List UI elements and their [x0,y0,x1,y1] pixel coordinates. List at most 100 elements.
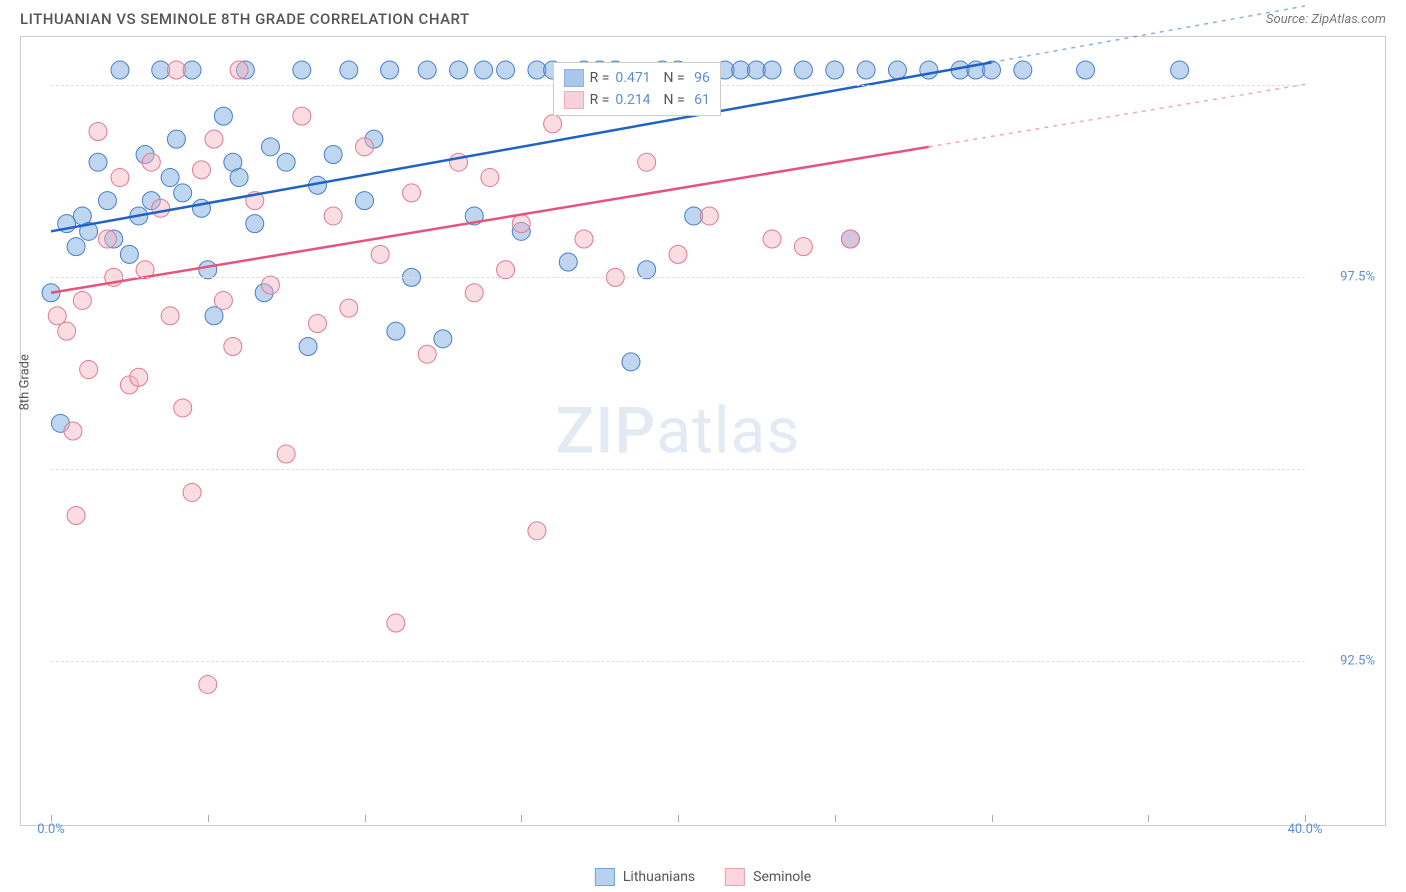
legend-r-value: 0.471 [615,70,650,86]
scatter-point [64,422,82,440]
legend-n-label: N = [657,70,685,86]
scatter-point [324,146,342,164]
legend-swatch [725,868,745,886]
plot-area: ZIPatlas 92.5%97.5%0.0%40.0%R =0.471 N =… [51,47,1305,815]
legend-item: Lithuanians [595,868,695,886]
gridline-h [51,277,1305,278]
x-tick [1148,815,1149,822]
x-tick-label: 40.0% [1288,822,1323,837]
scatter-point [230,61,248,79]
scatter-point [387,614,405,632]
scatter-point [174,399,192,417]
scatter-point [58,322,76,340]
x-tick [1305,815,1306,822]
scatter-point [794,238,812,256]
scatter-point [888,61,906,79]
scatter-point [622,353,640,371]
scatter-point [89,153,107,171]
chart-container: 8th Grade ZIPatlas 92.5%97.5%0.0%40.0%R … [20,36,1386,826]
scatter-point [111,169,129,187]
scatter-point [48,307,66,325]
scatter-point [763,230,781,248]
scatter-point [450,61,468,79]
scatter-point [261,276,279,294]
y-tick-label: 97.5% [1315,270,1375,285]
legend-n-label: N = [657,92,685,108]
x-tick [835,815,836,822]
scatter-point [98,230,116,248]
legend-swatch [564,91,584,109]
scatter-point [261,138,279,156]
scatter-point [381,61,399,79]
x-tick [365,815,366,822]
source-attribution: Source: ZipAtlas.com [1266,12,1386,27]
scatter-point [638,261,656,279]
y-axis-label: 8th Grade [18,354,33,410]
scatter-point [98,192,116,210]
scatter-point [475,61,493,79]
scatter-point [403,184,421,202]
scatter-point [497,261,515,279]
scatter-point [73,291,91,309]
x-tick [521,815,522,822]
scatter-point [174,184,192,202]
legend-row: R = 0.214 N = 61 [564,89,710,111]
scatter-point [497,61,515,79]
trend-line [51,62,992,231]
scatter-point [841,230,859,248]
scatter-point [1171,61,1189,79]
correlation-legend: R =0.471 N = 96R =0.214 N = 61 [553,62,721,116]
scatter-point [199,675,217,693]
legend-label: Lithuanians [623,869,695,885]
scatter-point [356,192,374,210]
scatter-point [67,238,85,256]
scatter-point [857,61,875,79]
scatter-point [418,61,436,79]
scatter-point [434,330,452,348]
scatter-point [205,307,223,325]
legend-row: R =0.471 N = 96 [564,67,710,89]
scatter-point [481,169,499,187]
legend-item: Seminole [725,868,811,886]
scatter-point [418,345,436,363]
scatter-point [277,445,295,463]
x-tick [51,815,52,822]
scatter-point [277,153,295,171]
legend-label: Seminole [753,869,811,885]
scatter-point [167,61,185,79]
scatter-point [763,61,781,79]
scatter-point [356,138,374,156]
gridline-h [51,469,1305,470]
legend-n-value: 61 [691,92,710,108]
scatter-point [528,522,546,540]
chart-title: LITHUANIAN VS SEMINOLE 8TH GRADE CORRELA… [20,10,470,28]
x-tick-label: 0.0% [37,822,65,837]
legend-r-value: 0.214 [615,92,650,108]
gridline-h [51,661,1305,662]
scatter-point [308,314,326,332]
legend-bottom: Lithuanians Seminole [595,868,811,886]
scatter-point [246,215,264,233]
scatter-point [544,115,562,133]
scatter-point [183,483,201,501]
scatter-point [161,169,179,187]
scatter-point [161,307,179,325]
legend-swatch [564,69,584,87]
scatter-point [167,130,185,148]
scatter-point [230,169,248,187]
scatter-point [371,245,389,263]
scatter-point [214,107,232,125]
scatter-point [299,338,317,356]
legend-r-label: R = [590,92,610,108]
x-tick [992,815,993,822]
scatter-point [205,130,223,148]
scatter-point [324,207,342,225]
scatter-point [559,253,577,271]
scatter-point [192,161,210,179]
y-tick-label: 92.5% [1315,654,1375,669]
scatter-point [1014,61,1032,79]
scatter-point [111,61,129,79]
scatter-point [512,215,530,233]
scatter-point [120,245,138,263]
legend-r-label: R = [590,70,610,86]
